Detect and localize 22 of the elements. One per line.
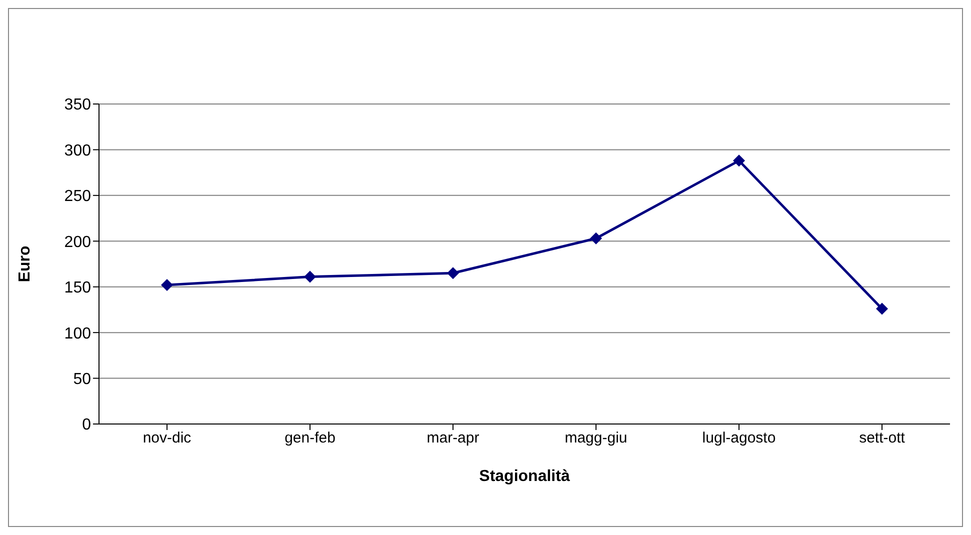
y-tick-label: 300 [64, 142, 92, 160]
x-tick-label: mar-apr [426, 430, 480, 447]
point [733, 154, 745, 167]
y-tick-label: 100 [64, 325, 92, 342]
point [161, 279, 173, 292]
x-tick-label: sett-ott [859, 430, 906, 447]
point [304, 270, 316, 283]
x-tick-label: gen-feb [284, 430, 336, 447]
y-axis-title: Euro [16, 246, 34, 282]
x-tick-label: magg-giu [564, 430, 628, 447]
y-tick-label: 0 [82, 416, 92, 434]
x-tick-label: lugl-agosto [702, 430, 776, 447]
point [876, 302, 888, 315]
x-tick-label: nov-dic [142, 430, 192, 447]
y-tick-label: 250 [64, 188, 92, 206]
point [447, 267, 459, 280]
y-tick-label: 150 [64, 280, 92, 297]
y-tick-label: 200 [64, 234, 92, 251]
y-tick-label: 50 [73, 370, 92, 388]
x-axis-title: Stagionalità [479, 468, 570, 485]
point [590, 232, 602, 244]
y-tick-label: 350 [64, 96, 92, 114]
